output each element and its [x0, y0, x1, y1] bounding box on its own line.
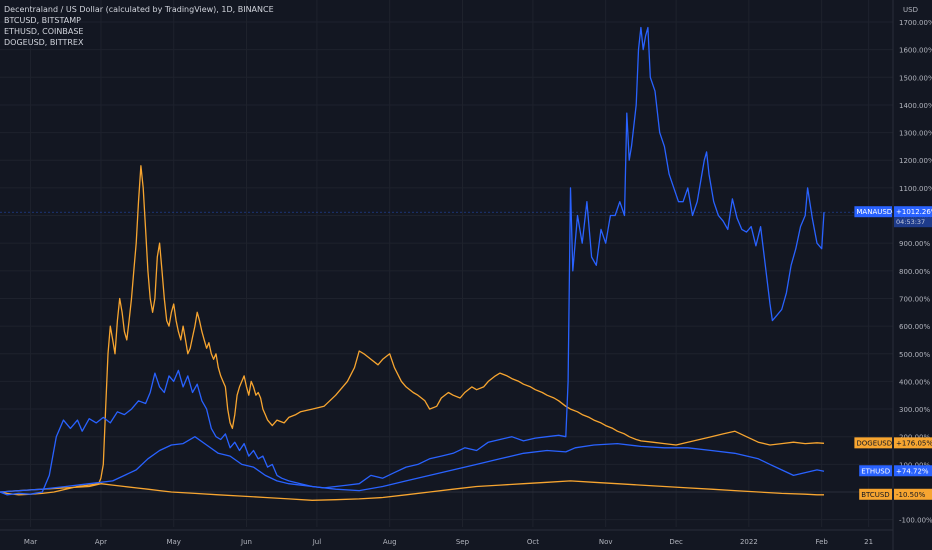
y-tick-label: 800.00% — [899, 268, 930, 276]
series-value-badge — [894, 206, 932, 218]
series-name-label: MANAUSD — [856, 208, 892, 216]
y-tick-label: 1100.00% — [899, 185, 932, 193]
x-tick-label: Dec — [669, 538, 683, 546]
y-tick-label: -100.00% — [899, 517, 932, 525]
y-tick-label: 400.00% — [899, 378, 930, 386]
axis-unit: USD — [903, 6, 918, 14]
series-value-label: -10.50% — [896, 491, 926, 499]
y-tick-label: 1700.00% — [899, 19, 932, 27]
series-name-label: ETHUSD — [861, 467, 890, 475]
series-name-badge — [854, 206, 892, 218]
y-tick-label: 300.00% — [899, 406, 930, 414]
series-value-badge — [894, 488, 932, 500]
x-tick-label: Nov — [599, 538, 613, 546]
legend-doge: DOGEUSD, BITTREX — [4, 38, 84, 47]
series-name-badge — [859, 465, 892, 477]
y-tick-label: 900.00% — [899, 240, 930, 248]
series-name-label: BTCUSD — [861, 491, 890, 499]
x-tick-label: 2022 — [740, 538, 758, 546]
x-tick-label: Sep — [456, 538, 470, 546]
series-line-btcusd — [0, 480, 824, 501]
y-tick-label: 1500.00% — [899, 74, 932, 82]
series-time-label: 04:53:37 — [896, 218, 925, 226]
series-line-ethusd — [0, 436, 825, 493]
y-tick-label: 700.00% — [899, 295, 930, 303]
series-time-badge — [894, 217, 932, 228]
legend-eth: ETHUSD, COINBASE — [4, 27, 84, 36]
x-tick-label: Jul — [312, 538, 322, 546]
x-tick-label: Feb — [815, 538, 828, 546]
legend-btc: BTCUSD, BITSTAMP — [4, 16, 81, 25]
series-name-label: DOGEUSD — [856, 439, 892, 447]
series-line-dogeusd — [0, 165, 825, 496]
x-tick-label: Mar — [24, 538, 37, 546]
series-value-badge — [894, 465, 932, 477]
x-tick-label: Aug — [383, 538, 397, 546]
legend-main: Decentraland / US Dollar (calculated by … — [4, 5, 274, 14]
x-tick-label: May — [166, 538, 180, 546]
series-value-label: +1012.26% — [896, 208, 932, 216]
x-tick-label: Jun — [240, 538, 252, 546]
x-tick-label: Oct — [527, 538, 539, 546]
x-tick-label: 21 — [864, 538, 873, 546]
series-value-label: +74.72% — [896, 467, 929, 475]
x-tick-label: Apr — [95, 538, 107, 546]
y-tick-label: 1600.00% — [899, 47, 932, 55]
y-tick-label: 1300.00% — [899, 130, 932, 138]
y-tick-label: 1400.00% — [899, 102, 932, 110]
y-tick-label: 500.00% — [899, 351, 930, 359]
series-value-label: +176.05% — [896, 439, 932, 447]
legend: Decentraland / US Dollar (calculated by … — [4, 4, 274, 48]
y-tick-label: 1200.00% — [899, 157, 932, 165]
series-line-manausd — [0, 26, 825, 496]
series-value-badge — [894, 437, 932, 449]
series-name-badge — [854, 437, 892, 449]
y-tick-label: 600.00% — [899, 323, 930, 331]
series-name-badge — [859, 488, 892, 500]
